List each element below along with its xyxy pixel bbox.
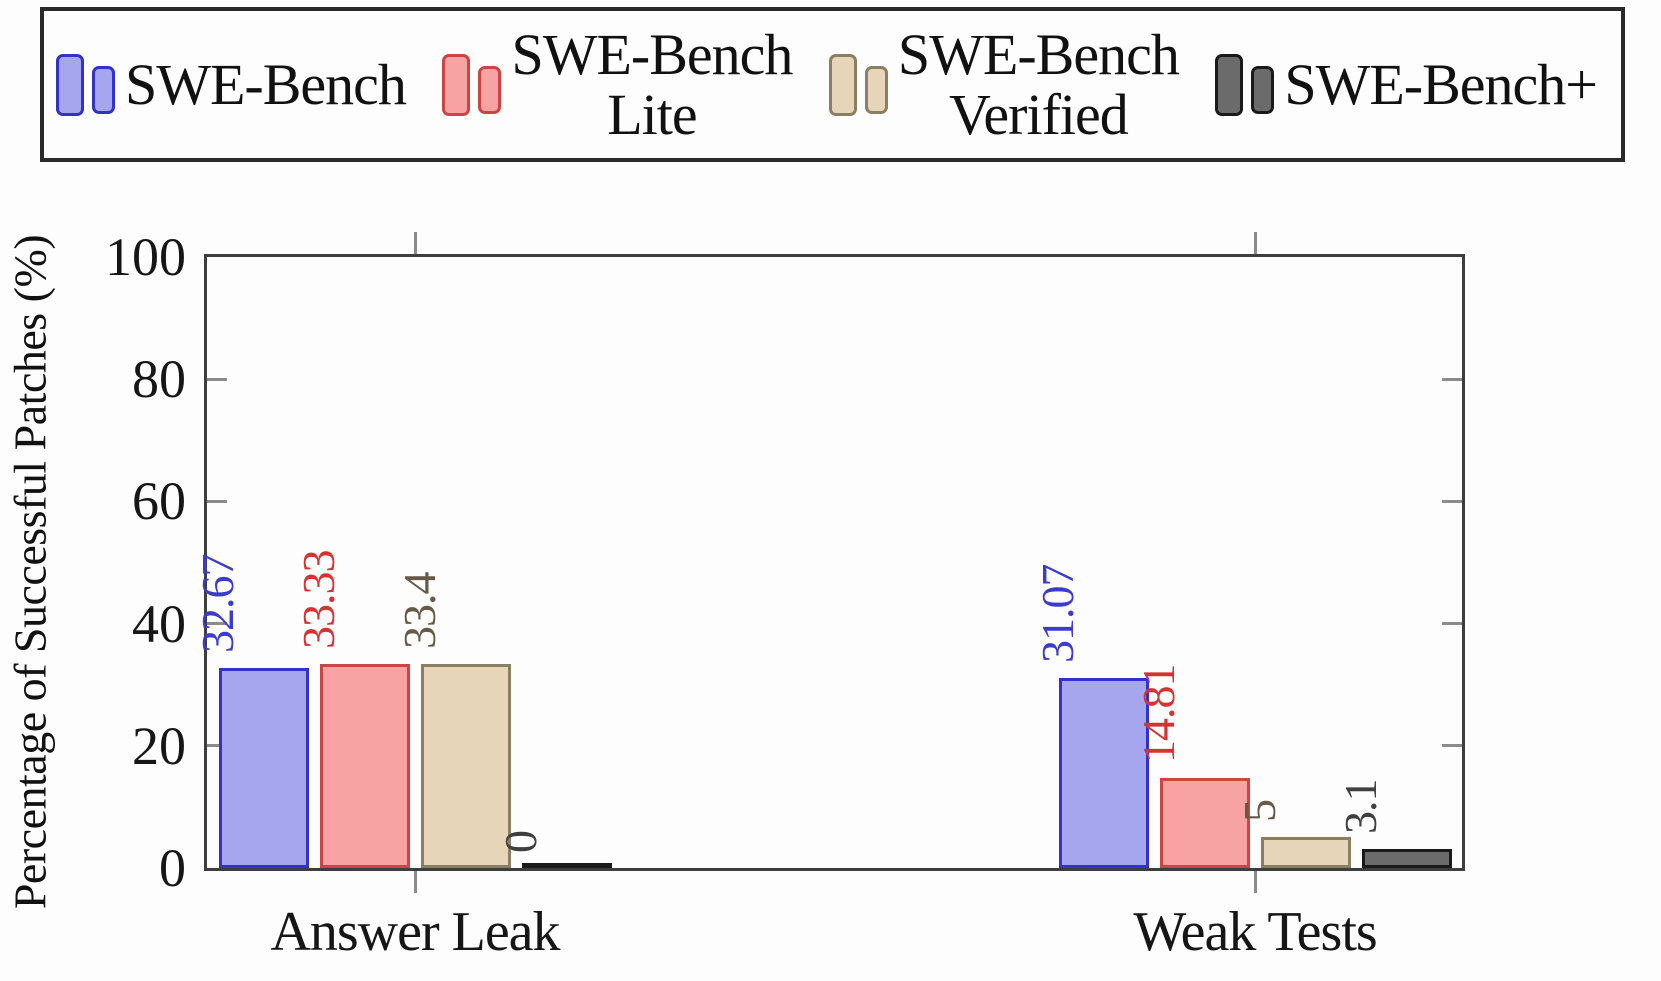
legend-entry-label: SWE-Bench Verified [897,22,1180,147]
legend-swatch-4 [1215,53,1244,116]
legend: SWE-Bench SWE-Bench Lite SWE-Bench Verifie… [40,7,1625,162]
x-category-label: Weak Tests [1133,901,1377,963]
legend-entry: SWE-Bench [56,51,407,117]
legend-entry-label: SWE-Bench+ [1284,51,1598,117]
y-axis-title: Percentage of Successful Patches (%) [4,234,56,910]
y-tick-label: 0 [159,838,186,898]
bar [319,664,410,868]
legend-entry-label: SWE-Bench Lite [511,22,793,147]
legend-swatches [1215,53,1275,116]
bar-value-label: 32.67 [191,554,243,654]
y-tick-label: 80 [132,349,186,410]
bar-value-label: 5 [1233,800,1285,823]
y-tick-left [207,622,227,626]
plot-area: Answer Leak 32.67 33.33 33.4 0 Weak Tests 31.0… [192,232,1465,963]
bar [1361,849,1452,868]
x-tick-top [413,232,417,254]
y-tick-left [207,499,227,503]
bar [1260,837,1351,868]
bar [1058,678,1149,868]
y-tick-right [1442,622,1462,626]
legend-swatch-1 [56,53,84,116]
bar-value-label: 33.4 [393,572,445,649]
legend-entry: SWE-Bench Lite [442,22,793,147]
y-tick-right [1442,499,1462,503]
legend-swatch-4 [1251,65,1275,114]
legend-swatch-2 [442,53,471,116]
y-tick-left [207,377,227,381]
bar [420,663,511,868]
y-tick-left [207,744,227,748]
legend-swatches [56,53,115,116]
legend-swatch-1 [92,65,115,114]
legend-entry: SWE-Bench Verified [828,22,1180,147]
x-tick-bottom [413,871,417,893]
bar-value-label: 14.81 [1132,664,1184,763]
legend-swatch-2 [478,65,502,114]
y-tick-label: 100 [105,227,186,287]
bar [521,863,612,868]
legend-entry-label: SWE-Bench [125,51,407,117]
x-category-label: Answer Leak [270,901,560,963]
x-tick-bottom [1253,871,1257,893]
bar-value-label: 0 [494,831,546,853]
bar-value-label: 31.07 [1031,564,1083,664]
legend-swatches [442,53,502,116]
bar-value-label: 33.33 [292,550,344,650]
legend-swatches [828,53,888,116]
y-tick-label: 60 [132,471,186,532]
legend-swatch-3 [864,65,888,114]
y-tick-right [1442,377,1462,381]
bar-value-label: 3.1 [1334,779,1386,835]
x-tick-top [1253,232,1257,254]
y-tick-label: 40 [132,593,186,654]
y-tick-right [1442,744,1462,748]
legend-entry: SWE-Bench+ [1215,51,1598,117]
y-tick-label: 20 [132,715,186,776]
legend-swatch-3 [828,53,857,116]
bar [1159,777,1250,868]
bar [218,668,309,868]
